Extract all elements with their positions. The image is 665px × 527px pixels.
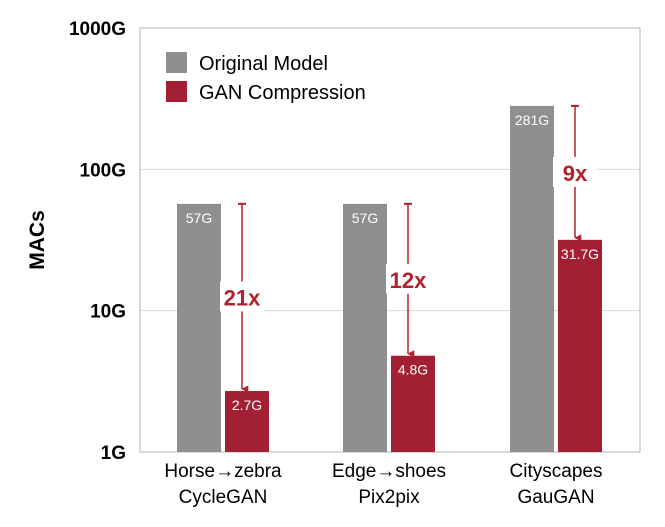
x-category-sublabel: CycleGAN — [179, 487, 268, 508]
bar-original-model — [510, 105, 554, 453]
speedup-label-bg — [553, 156, 597, 187]
x-category-sublabel: Pix2pix — [358, 487, 420, 508]
bar-original-model — [177, 203, 221, 452]
x-category-label: Horse→zebra — [164, 461, 282, 482]
bar-value-label: 4.8G — [398, 362, 428, 378]
speedup-label: 9x — [563, 161, 588, 186]
y-axis-label: MACs — [26, 210, 49, 270]
y-tick-label: 10G — [90, 302, 126, 323]
y-tick-label: 1000G — [69, 19, 126, 40]
x-category-label: Edge→shoes — [332, 461, 446, 482]
plot-frame — [139, 27, 641, 453]
bar-gan-compression — [558, 239, 602, 452]
bar-gan-compression — [225, 391, 269, 452]
y-tick-label: 100G — [80, 160, 126, 181]
y-tick-label: 1G — [101, 443, 126, 464]
bar-original-model — [343, 203, 387, 452]
speedup-label: 21x — [224, 285, 261, 310]
legend-label: Original Model — [199, 53, 328, 75]
speedup-label-bg — [220, 281, 264, 312]
bar-value-label: 57G — [352, 210, 378, 226]
x-category-label: Cityscapes — [510, 461, 603, 482]
bar-gan-compression — [391, 355, 435, 452]
legend-swatch — [166, 81, 187, 102]
speedup-label: 12x — [390, 268, 427, 293]
speedup-label-bg — [386, 263, 430, 294]
bar-value-label: 281G — [515, 112, 549, 128]
bar-value-label: 57G — [186, 210, 212, 226]
legend-label: GAN Compression — [199, 82, 366, 104]
bar-value-label: 31.7G — [561, 246, 599, 262]
bar-value-label: 2.7G — [232, 397, 262, 413]
x-category-sublabel: GauGAN — [517, 487, 594, 508]
legend-swatch — [166, 52, 187, 73]
